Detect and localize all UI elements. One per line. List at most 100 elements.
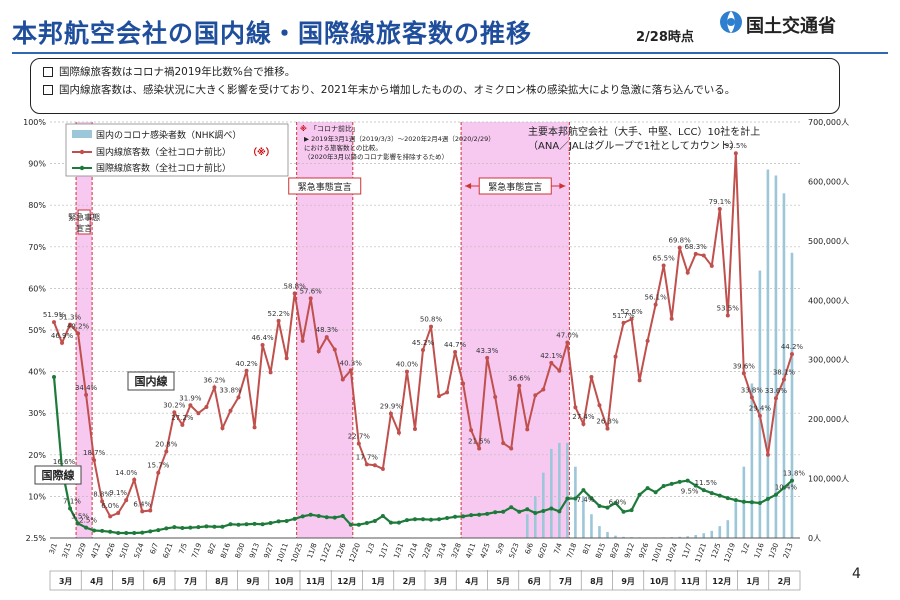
cases-bar-9 [598, 526, 601, 538]
international-point-32 [308, 512, 313, 517]
international-point-33 [316, 513, 321, 518]
domestic-point-7 [108, 514, 113, 519]
international-point-26 [260, 522, 265, 527]
month-label-22: 1月 [746, 577, 760, 586]
x-tick-44: 11/7 [681, 542, 694, 560]
x-tick-51: 2/13 [782, 542, 795, 560]
month-label-13: 4月 [465, 577, 479, 586]
y-right-tick-5: 500,000人 [808, 237, 849, 246]
international-point-63 [557, 509, 562, 514]
legend-swatch-cases [72, 130, 92, 138]
emergency-label-3: 緊急事態宣言 [488, 181, 542, 193]
domestic-point-22 [228, 408, 233, 413]
ministry-emblem-icon [720, 11, 742, 33]
domestic-point-92 [789, 352, 794, 357]
international-point-82 [709, 491, 714, 496]
source-note-0: 主要本邦航空会社（大手、中堅、LCC）10社を計上 [528, 125, 760, 138]
x-tick-36: 7/18 [565, 542, 578, 560]
domestic-data-label-26: 17.7% [356, 453, 379, 461]
month-label-16: 7月 [559, 577, 573, 586]
international-point-71 [621, 509, 626, 514]
domestic-point-75 [653, 302, 658, 307]
international-point-53 [477, 512, 482, 517]
x-tick-35: 7/4 [553, 541, 565, 555]
domestic-data-label-47: 53.5% [717, 304, 740, 312]
domestic-point-21 [220, 426, 225, 431]
legend-label-cases: 国内のコロナ感染者数（NHK調べ） [96, 129, 241, 141]
y-left-tick-3: 30% [28, 409, 46, 418]
month-label-15: 6月 [528, 577, 542, 586]
domestic-point-11 [140, 509, 145, 514]
emergency-label-box-1 [77, 209, 91, 235]
domestic-point-47 [429, 324, 434, 329]
checkbox-bullet-icon [43, 67, 53, 77]
domestic-point-29 [284, 356, 289, 361]
domestic-point-2 [68, 322, 73, 327]
international-point-50 [453, 514, 458, 519]
emergency-arrowhead-right-3 [559, 183, 566, 189]
domestic-point-34 [324, 335, 329, 340]
domestic-point-74 [645, 338, 650, 343]
international-point-58 [517, 509, 522, 514]
cases-bar-33 [790, 252, 794, 538]
international-point-40 [372, 518, 377, 523]
international-point-87 [749, 500, 754, 505]
month-label-4: 7月 [184, 577, 198, 586]
domestic-point-26 [260, 342, 265, 347]
x-tick-40: 9/12 [623, 542, 636, 560]
domestic-data-label-25: 22.7% [348, 433, 371, 441]
international-point-38 [356, 522, 361, 527]
international-point-67 [589, 496, 594, 501]
cases-bar-23 [710, 530, 714, 538]
domestic-point-33 [316, 349, 321, 354]
x-tick-31: 5/9 [495, 542, 506, 555]
x-tick-6: 5/24 [133, 541, 146, 559]
international-point-35 [332, 515, 337, 520]
international-point-31 [300, 514, 305, 519]
international-data-label-7: 11.5% [695, 479, 718, 487]
international-point-24 [244, 522, 249, 527]
international-point-0 [52, 375, 57, 380]
domestic-data-label-14: 27.2% [171, 414, 194, 422]
international-point-51 [461, 514, 466, 519]
legend-label-domestic: 国内線旅客数（全社コロナ前比） [96, 146, 231, 158]
month-label-6: 9月 [246, 577, 260, 586]
x-tick-5: 5/10 [118, 542, 131, 560]
month-label-20: 11月 [681, 577, 700, 586]
domestic-point-15 [172, 410, 177, 415]
international-point-8 [116, 531, 121, 536]
international-point-49 [445, 516, 450, 521]
summary-note-2-text: 国内線旅客数は、感染状況に大きく影響を受けており、2021年末から増加したものの… [59, 84, 736, 96]
domestic-data-label-27: 29.9% [380, 403, 403, 411]
domestic-data-label-52: 38.1% [773, 369, 796, 377]
international-data-label-5: 6.9% [609, 498, 627, 506]
domestic-point-30 [292, 291, 297, 296]
domestic-point-60 [533, 393, 538, 398]
y-right-tick-7: 700,000人 [808, 118, 849, 127]
domestic-data-label-1: 46.9% [51, 332, 74, 340]
international-point-43 [396, 520, 401, 525]
domestic-data-label-12: 20.8% [155, 440, 178, 448]
cases-bar-3 [550, 448, 553, 538]
legend-label-international: 国際線旅客数（全社コロナ前比） [96, 162, 231, 174]
cases-bar-31 [774, 175, 778, 538]
x-tick-45: 11/21 [694, 542, 708, 564]
x-tick-10: 7/19 [190, 542, 203, 560]
month-label-11: 2月 [403, 577, 417, 586]
month-label-5: 8月 [215, 577, 229, 586]
domestic-point-4 [84, 392, 89, 397]
x-tick-37: 8/1 [581, 542, 592, 555]
domestic-data-label-22: 57.6% [300, 287, 323, 295]
international-point-16 [180, 526, 185, 531]
domestic-data-label-23: 48.3% [316, 326, 339, 334]
domestic-point-43 [396, 430, 401, 435]
international-point-64 [565, 496, 570, 501]
legend-box [65, 123, 289, 177]
international-point-25 [252, 521, 257, 526]
domestic-data-label-4: 34.4% [75, 384, 98, 392]
domestic-point-46 [420, 347, 425, 352]
international-point-5 [92, 528, 97, 533]
international-point-78 [677, 479, 682, 484]
international-point-60 [533, 511, 538, 516]
y-right-tick-4: 400,000人 [808, 296, 849, 305]
